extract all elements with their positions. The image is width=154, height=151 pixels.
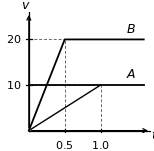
Text: $1.0$: $1.0$	[91, 139, 110, 151]
Text: t: t	[152, 129, 154, 142]
Text: $B$: $B$	[126, 23, 136, 36]
Text: v: v	[21, 0, 28, 12]
Text: $20$: $20$	[6, 33, 22, 45]
Text: $10$: $10$	[6, 79, 22, 91]
Text: $0.5$: $0.5$	[55, 139, 74, 151]
Text: $A$: $A$	[126, 68, 136, 81]
